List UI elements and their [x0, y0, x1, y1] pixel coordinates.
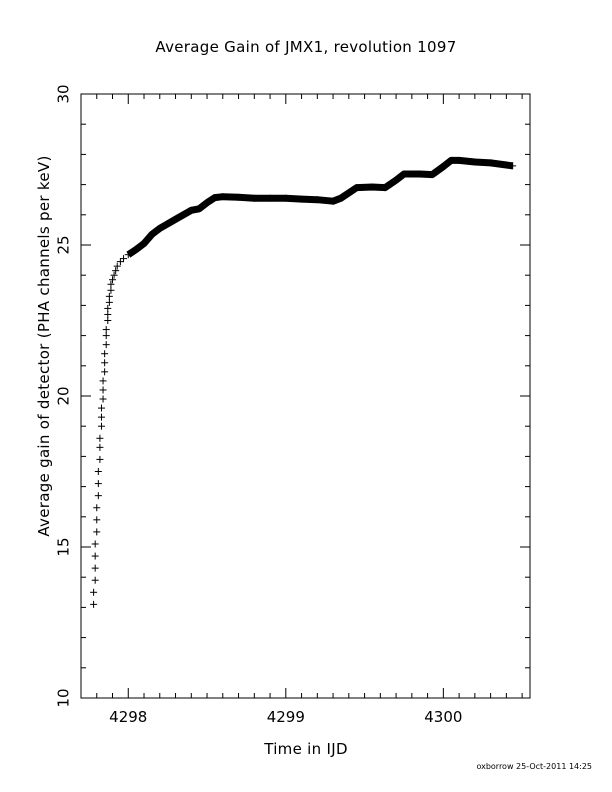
data-point-marker — [140, 239, 148, 247]
data-point-marker — [94, 492, 102, 500]
data-point-marker — [91, 540, 99, 548]
data-point-marker — [113, 262, 121, 270]
data-point-marker — [353, 184, 361, 192]
data-point-marker — [107, 286, 115, 294]
data-point-marker — [211, 194, 219, 202]
data-point-marker — [509, 162, 517, 170]
data-point-marker — [282, 194, 290, 202]
data-point-marker — [96, 455, 104, 463]
y-tick-label: 10 — [55, 688, 73, 707]
data-point-marker — [102, 341, 110, 349]
data-point-marker — [112, 267, 120, 275]
x-tick-label: 4300 — [424, 708, 462, 726]
plot-frame — [80, 93, 531, 699]
data-point-marker — [471, 158, 479, 166]
data-point-marker — [195, 205, 203, 213]
data-point-marker — [96, 443, 104, 451]
data-point-marker — [107, 280, 115, 288]
data-point-marker — [93, 516, 101, 524]
data-point-marker — [91, 564, 99, 572]
data-point-marker — [101, 350, 109, 358]
x-axis-title: Time in IJD — [264, 740, 348, 758]
data-point-marker — [132, 246, 140, 254]
x-tick-label: 4299 — [267, 708, 305, 726]
data-point-marker — [105, 298, 113, 306]
data-point-marker — [502, 161, 510, 169]
data-point-marker — [91, 552, 99, 560]
footer-stamp: oxborrow 25-Oct-2011 14:25 — [476, 762, 592, 771]
chart-title: Average Gain of JMX1, revolution 1097 — [155, 38, 457, 56]
data-point-marker — [102, 326, 110, 334]
data-point-marker — [428, 171, 436, 179]
data-point-marker — [400, 170, 408, 178]
y-axis-title: Average gain of detector (PHA channels p… — [35, 155, 53, 537]
data-point-marker — [124, 251, 132, 259]
data-point-marker — [439, 162, 447, 170]
dense-marker-band — [126, 156, 514, 258]
data-point-marker — [91, 576, 99, 584]
data-point-marker — [156, 224, 164, 232]
data-point-marker — [337, 194, 345, 202]
data-point-marker — [250, 194, 258, 202]
data-point-marker — [97, 404, 105, 412]
data-point-marker — [187, 206, 195, 214]
data-point-marker — [104, 310, 112, 318]
data-point-marker — [148, 230, 156, 238]
y-tick-label: 15 — [55, 537, 73, 556]
data-point-marker — [455, 156, 463, 164]
data-point-marker — [116, 258, 124, 266]
data-point-marker — [109, 276, 117, 284]
data-point-marker — [105, 292, 113, 300]
data-point-marker — [96, 434, 104, 442]
x-tick-label: 4298 — [109, 708, 147, 726]
y-tick-label: 20 — [55, 386, 73, 405]
data-point-marker — [329, 197, 337, 205]
data-point-marker — [416, 170, 424, 178]
y-tick-label: 30 — [55, 84, 73, 103]
data-point-marker — [101, 368, 109, 376]
data-point-marker — [235, 193, 243, 201]
data-series — [90, 156, 517, 608]
data-point-marker — [102, 332, 110, 340]
data-point-marker — [101, 359, 109, 367]
data-point-marker — [99, 377, 107, 385]
data-point-marker — [392, 176, 400, 184]
data-point-marker — [120, 255, 128, 263]
data-point-marker — [99, 386, 107, 394]
data-point-marker — [487, 159, 495, 167]
tick-labels: 4298 4299 4300 10 15 20 25 30 — [55, 84, 463, 726]
data-point-marker — [90, 600, 98, 608]
data-point-marker — [97, 422, 105, 430]
data-point-marker — [313, 196, 321, 204]
data-point-marker — [93, 504, 101, 512]
data-point-marker — [94, 480, 102, 488]
data-point-marker — [93, 528, 101, 536]
data-point-marker — [219, 193, 227, 201]
data-point-marker — [298, 195, 306, 203]
data-point-marker — [368, 183, 376, 191]
data-point-marker — [94, 468, 102, 475]
data-point-marker — [110, 271, 118, 279]
data-point-marker — [104, 304, 112, 312]
data-point-marker — [104, 317, 112, 324]
data-point-marker — [97, 413, 105, 421]
data-point-marker — [447, 156, 455, 164]
y-tick-label: 25 — [55, 235, 73, 254]
axis-ticks — [80, 93, 530, 699]
data-point-marker — [266, 194, 274, 202]
data-point-marker — [90, 588, 98, 596]
data-point-marker — [381, 184, 389, 192]
data-point-marker — [203, 199, 211, 207]
data-point-marker — [172, 215, 180, 223]
data-point-marker — [99, 395, 107, 403]
